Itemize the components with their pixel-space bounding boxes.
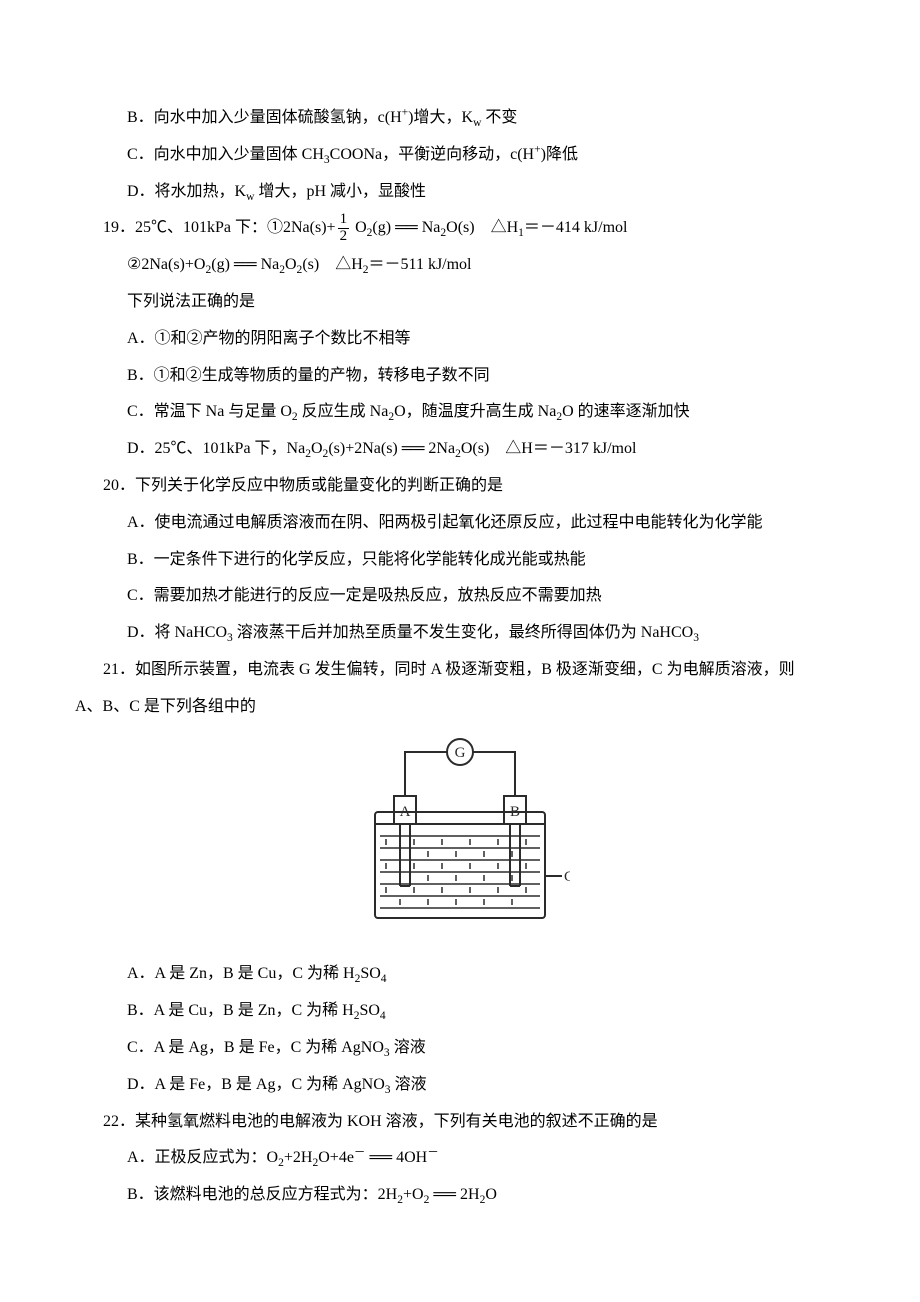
q20-option-d: D．将 NaHCO3 溶液蒸干后并加热至质量不发生变化，最终所得固体仍为 NaH… — [75, 615, 845, 652]
q22-option-b: B．该燃料电池的总反应方程式为：2H2+O2 ══ 2H2O — [75, 1177, 845, 1214]
q21-stem-2: A、B、C 是下列各组中的 — [75, 689, 845, 726]
q21-stem-1: 21．如图所示装置，电流表 G 发生偏转，同时 A 极逐渐变粗，B 极逐渐变细，… — [75, 652, 845, 689]
q20-option-a: A．使电流通过电解质溶液而在阴、阳两极引起氧化还原反应，此过程中电能转化为化学能 — [75, 505, 845, 542]
q19-option-b: B．①和②生成等物质的量的产物，转移电子数不同 — [75, 358, 845, 395]
q21-option-a: A．A 是 Zn，B 是 Cu，C 为稀 H2SO4 — [75, 956, 845, 993]
label-c: C — [564, 869, 570, 885]
option-18d: D．将水加热，Kw 增大，pH 减小，显酸性 — [75, 174, 845, 211]
q22-option-a: A．正极反应式为：O2+2H2O+4e－ ══ 4OH－ — [75, 1140, 845, 1177]
label-g: G — [455, 745, 466, 761]
document-page: B．向水中加入少量固体硫酸氢钠，c(H+)增大，Kw 不变 C．向水中加入少量固… — [0, 0, 920, 1274]
q19-stem-1: 19．25℃、101kPa 下：①2Na(s)+12 O2(g) ══ Na2O… — [75, 210, 845, 247]
label-a: A — [400, 804, 411, 820]
q20-stem: 20．下列关于化学反应中物质或能量变化的判断正确的是 — [75, 468, 845, 505]
q21-option-b: B．A 是 Cu，B 是 Zn，C 为稀 H2SO4 — [75, 993, 845, 1030]
q21-option-d: D．A 是 Fe，B 是 Ag，C 为稀 AgNO3 溶液 — [75, 1067, 845, 1104]
option-18b: B．向水中加入少量固体硫酸氢钠，c(H+)增大，Kw 不变 — [75, 100, 845, 137]
q20-option-b: B．一定条件下进行的化学反应，只能将化学能转化成光能或热能 — [75, 542, 845, 579]
label-b: B — [510, 804, 520, 820]
q19-prompt: 下列说法正确的是 — [75, 284, 845, 321]
q20-option-c: C．需要加热才能进行的反应一定是吸热反应，放热反应不需要加热 — [75, 578, 845, 615]
q21-option-c: C．A 是 Ag，B 是 Fe，C 为稀 AgNO3 溶液 — [75, 1030, 845, 1067]
q21-figure: G A B — [75, 726, 845, 957]
q19-option-c: C．常温下 Na 与足量 O2 反应生成 Na2O，随温度升高生成 Na2O 的… — [75, 394, 845, 431]
q19-stem-2: ②2Na(s)+O2(g) ══ Na2O2(s) △H2＝－511 kJ/mo… — [75, 247, 845, 284]
option-18c: C．向水中加入少量固体 CH3COONa，平衡逆向移动，c(H+)降低 — [75, 137, 845, 174]
q19-option-a: A．①和②产物的阴阳离子个数比不相等 — [75, 321, 845, 358]
q19-option-d: D．25℃、101kPa 下，Na2O2(s)+2Na(s) ══ 2Na2O(… — [75, 431, 845, 468]
q22-stem: 22．某种氢氧燃料电池的电解液为 KOH 溶液，下列有关电池的叙述不正确的是 — [75, 1104, 845, 1141]
